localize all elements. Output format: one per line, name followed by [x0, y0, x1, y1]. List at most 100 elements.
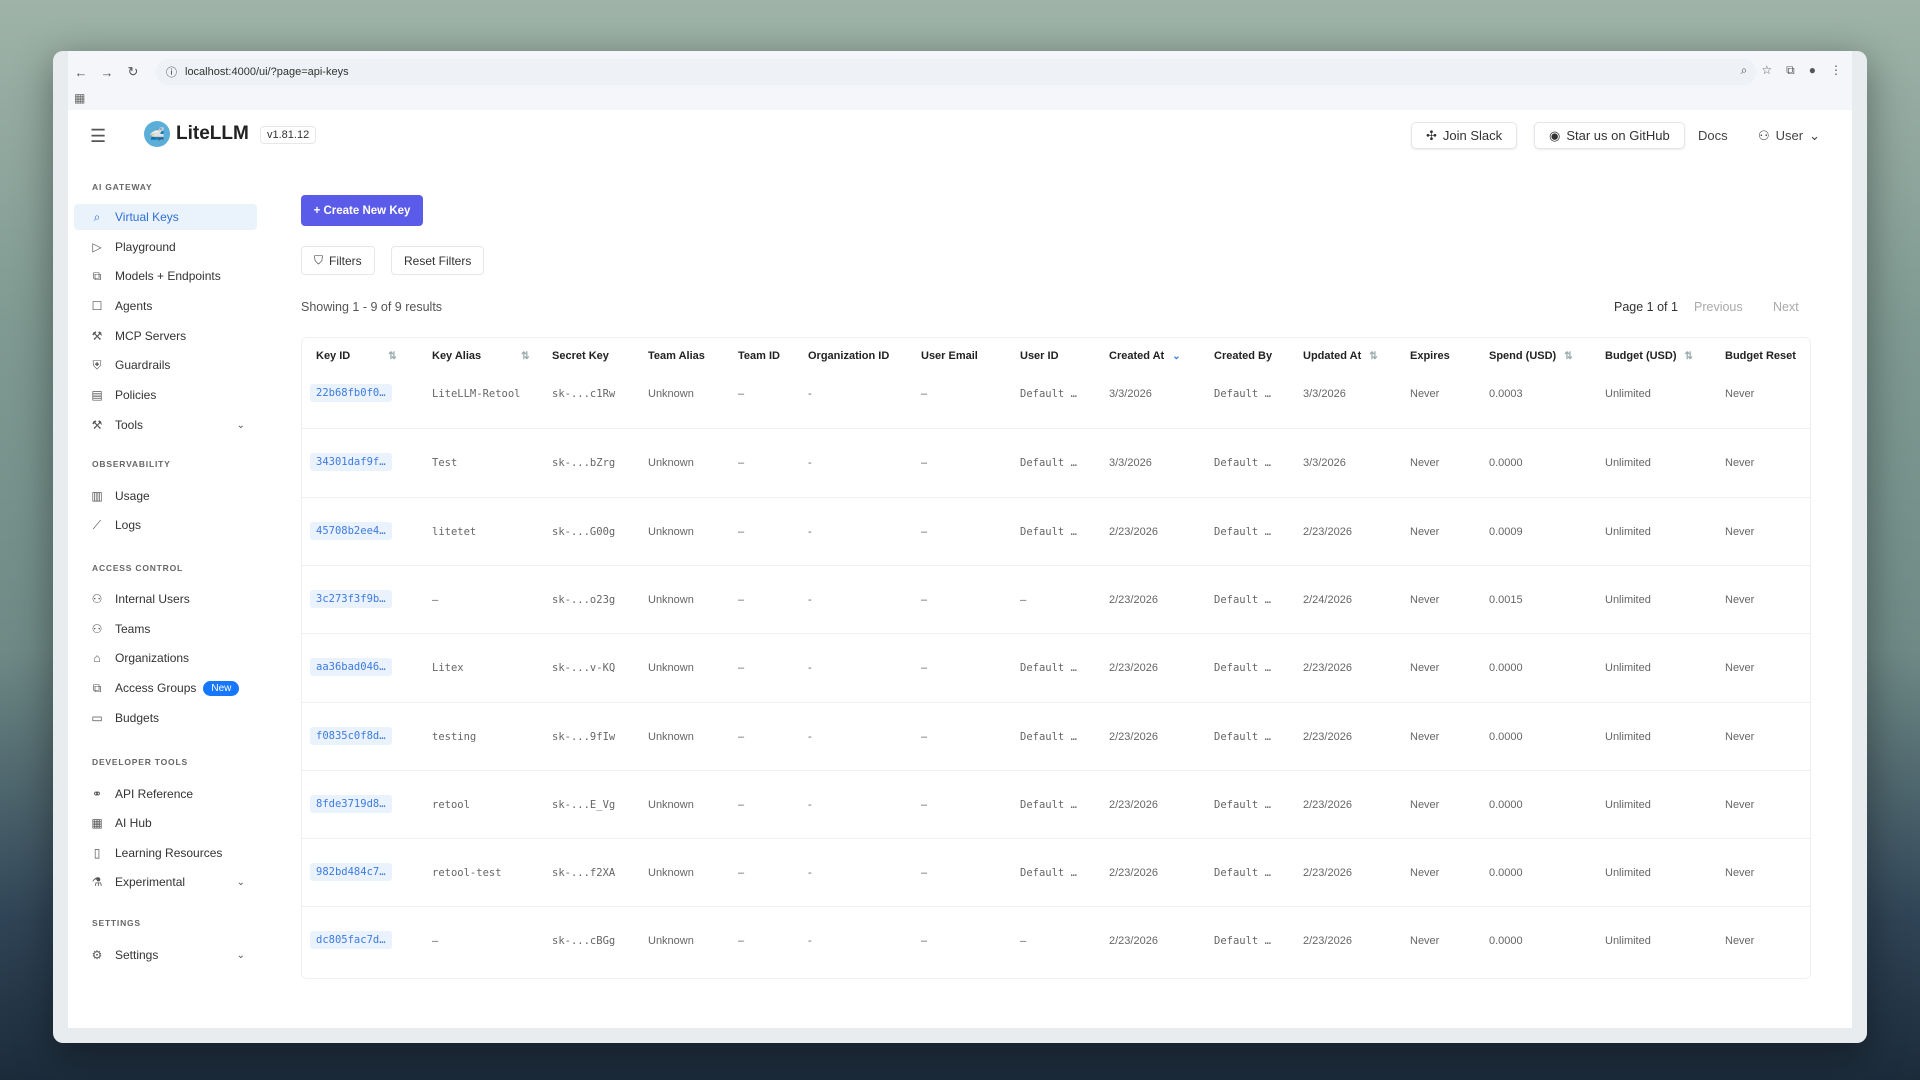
sidebar-item-agents[interactable]: ☐ Agents [74, 293, 257, 319]
sidebar-item-virtual-keys[interactable]: ⌕ Virtual Keys [74, 204, 257, 230]
table-cell: Unlimited [1605, 730, 1651, 743]
column-label: User ID [1020, 350, 1059, 362]
table-row[interactable]: 45708b2ee4… litetet sk-...G00g Unknown – - – De… [302, 496, 1810, 565]
sidebar-item-experimental[interactable]: ⚗ Experimental ⌄ [74, 869, 257, 895]
key-id-link[interactable]: 8fde3719d8… [310, 794, 392, 813]
chevron-down-icon[interactable]: ⌄ [236, 949, 245, 961]
column-header[interactable]: Spend (USD) ⇅ [1489, 350, 1573, 362]
sidebar-item-policies[interactable]: ▤ Policies [74, 382, 257, 408]
column-header[interactable]: Created At ⌄ [1109, 350, 1181, 362]
logo[interactable]: 🚅 LiteLLM [144, 121, 249, 147]
sort-icon[interactable]: ⇅ [388, 351, 397, 362]
sidebar-item-budgets[interactable]: ▭ Budgets [74, 705, 257, 731]
sidebar-item-mcp-servers[interactable]: ⚒ MCP Servers [74, 323, 257, 349]
sidebar-item-access-groups[interactable]: ⧉ Access Groups New [74, 675, 257, 701]
table-cell: – [921, 525, 928, 538]
table-cell: 2/23/2026 [1109, 730, 1158, 743]
address-bar[interactable]: ⓘ localhost:4000/ui/?page=api-keys [156, 59, 1756, 85]
column-header[interactable]: Key Alias ⇅ [432, 350, 530, 362]
table-cell: 2/24/2026 [1303, 593, 1352, 606]
chevron-down-icon: ⌄ [1809, 128, 1821, 143]
previous-button[interactable]: Previous [1694, 300, 1743, 314]
table-cell: - [808, 662, 812, 675]
sidebar-item-teams[interactable]: ⚇ Teams [74, 616, 257, 642]
table-row[interactable]: 982bd484c7… retool-test sk-...f2XA Unknown –… [302, 838, 1810, 906]
reload-icon[interactable]: ↻ [127, 64, 139, 79]
table-cell: 0.0000 [1489, 730, 1523, 743]
key-id-link[interactable]: 3c273f3f9b… [310, 589, 392, 608]
table-row[interactable]: 22b68fb0f0… LiteLLM-Retool sk-...c1Rw Unkno… [302, 360, 1810, 428]
sidebar-item-ai-hub[interactable]: ▦ AI Hub [74, 810, 257, 836]
table-row[interactable]: dc805fac7d… – sk-...cBGg Unknown – - – – 2/23/20… [302, 906, 1810, 974]
table-cell: – [738, 798, 745, 811]
sort-icon[interactable]: ⇅ [1684, 351, 1693, 362]
key-id-link[interactable]: f0835c0f8d… [310, 726, 392, 745]
table-row[interactable]: aa36bad046… Litex sk-...v-KQ Unknown – - – Defa… [302, 633, 1810, 701]
column-header[interactable]: Budget (USD) ⇅ [1605, 350, 1693, 362]
key-id-link[interactable]: 45708b2ee4… [310, 521, 392, 540]
column-label: Team ID [738, 350, 780, 362]
next-button[interactable]: Next [1773, 300, 1799, 314]
sidebar-item-logs[interactable]: ⟋ Logs [74, 512, 257, 538]
join-slack-button[interactable]: ✣ Join Slack [1411, 122, 1518, 149]
sidebar-section-title: OBSERVABILITY [92, 459, 171, 469]
sidebar-item-learning-resources[interactable]: ▯ Learning Resources [74, 840, 257, 866]
apps-icon[interactable]: ▦ [74, 91, 86, 105]
table-row[interactable]: 34301daf9f… Test sk-...bZrg Unknown – - – Defau… [302, 428, 1810, 496]
sidebar-item-label: MCP Servers [115, 329, 187, 343]
table-row[interactable]: 8fde3719d8… retool sk-...E_Vg Unknown – - – Def… [302, 769, 1810, 838]
table-row[interactable]: 3c273f3f9b… – sk-...o23g Unknown – - – – 2/23/20… [302, 564, 1810, 633]
sidebar-item-guardrails[interactable]: ⛨ Guardrails [74, 352, 257, 378]
key-id-link[interactable]: dc805fac7d… [310, 931, 392, 950]
column-label: Key ID [316, 350, 351, 362]
chevron-down-icon[interactable]: ⌄ [236, 419, 245, 431]
user-menu[interactable]: ⚇ User ⌄ [1758, 128, 1820, 144]
chevron-down-icon[interactable]: ⌄ [236, 876, 245, 888]
github-label: Star us on GitHub [1566, 128, 1670, 143]
sidebar-item-playground[interactable]: ▷ Playground [74, 234, 257, 260]
key-id-link[interactable]: aa36bad046… [310, 658, 392, 677]
docs-link[interactable]: Docs [1698, 128, 1728, 143]
column-header[interactable]: Updated At ⇅ [1303, 350, 1378, 362]
bookmark-star-icon[interactable]: ☆ [1761, 63, 1773, 77]
table-cell: – [1020, 935, 1027, 948]
reset-filters-button[interactable]: Reset Filters [391, 246, 485, 275]
column-label: Created By [1214, 350, 1273, 362]
filters-button[interactable]: ⛉ Filters [301, 246, 375, 275]
collapse-sidebar-icon[interactable]: ☰ [90, 126, 107, 146]
sort-icon[interactable]: ⇅ [521, 351, 530, 362]
github-button[interactable]: ◉ Star us on GitHub [1534, 122, 1685, 149]
key-id-link[interactable]: 34301daf9f… [310, 453, 392, 472]
sidebar-item-models-endpoints[interactable]: ⧉ Models + Endpoints [74, 263, 257, 289]
profile-icon[interactable]: ● [1808, 63, 1816, 77]
extensions-icon[interactable]: ⧉ [1786, 63, 1795, 77]
zoom-icon[interactable]: ⌕ [1740, 63, 1748, 77]
sidebar-item-internal-users[interactable]: ⚇ Internal Users [74, 586, 257, 612]
site-info-icon[interactable]: ⓘ [166, 67, 177, 79]
table-cell: 0.0000 [1489, 935, 1523, 948]
sort-icon[interactable]: ⇅ [1369, 351, 1378, 362]
column-label: Budget (USD) [1605, 350, 1677, 362]
key-icon: ⌕ [93, 209, 101, 224]
sidebar-item-usage[interactable]: ▥ Usage [74, 483, 257, 509]
table-cell: Unlimited [1605, 525, 1651, 538]
sidebar-item-tools[interactable]: ⚒ Tools ⌄ [74, 412, 257, 438]
key-id-link[interactable]: 22b68fb0f0… [310, 384, 392, 402]
sidebar-item-api-reference[interactable]: ⚭ API Reference [74, 781, 257, 807]
create-new-key-button[interactable]: + Create New Key [301, 195, 423, 226]
table-cell: – [921, 388, 928, 400]
sort-icon[interactable]: ⇅ [1564, 351, 1573, 362]
column-header[interactable]: Key ID ⇅ [316, 350, 397, 362]
table-cell: Unlimited [1605, 662, 1651, 675]
line-chart-icon: ⟋ [92, 517, 102, 532]
sidebar-item-settings[interactable]: ⚙ Settings ⌄ [74, 942, 257, 968]
forward-icon[interactable]: → [100, 64, 114, 80]
table-cell: 0.0000 [1489, 662, 1523, 675]
sidebar-item-organizations[interactable]: ⌂ Organizations [74, 645, 257, 671]
sort-desc-icon[interactable]: ⌄ [1172, 351, 1181, 362]
back-icon[interactable]: ← [74, 64, 88, 80]
browser-menu-icon[interactable]: ⋮ [1830, 63, 1842, 77]
key-id-link[interactable]: 982bd484c7… [310, 863, 392, 882]
table-cell: – [921, 457, 928, 470]
table-row[interactable]: f0835c0f8d… testing sk-...9fIw Unknown – - – De… [302, 701, 1810, 770]
